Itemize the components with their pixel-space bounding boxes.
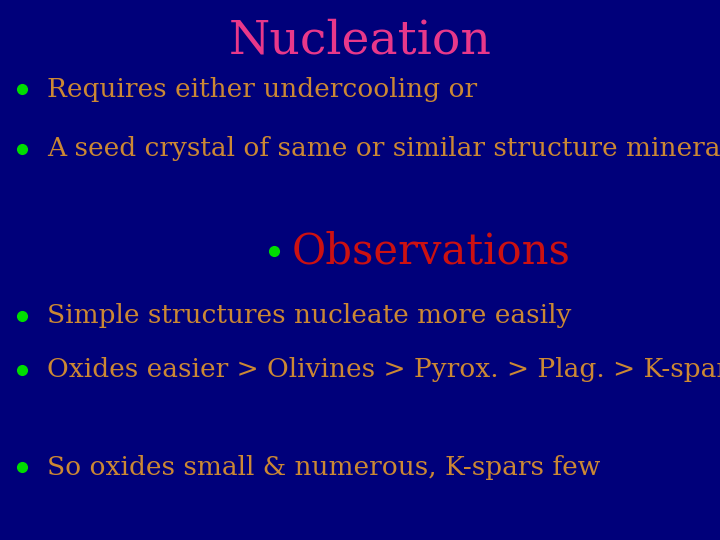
Text: Observations: Observations: [292, 230, 570, 272]
Text: So oxides small & numerous, K-spars few: So oxides small & numerous, K-spars few: [47, 455, 600, 480]
Text: Requires either undercooling or: Requires either undercooling or: [47, 77, 477, 102]
Text: Oxides easier > Olivines > Pyrox. > Plag. > K-spars: Oxides easier > Olivines > Pyrox. > Plag…: [47, 357, 720, 382]
Text: Nucleation: Nucleation: [228, 18, 492, 63]
Text: Simple structures nucleate more easily: Simple structures nucleate more easily: [47, 303, 571, 328]
Text: A seed crystal of same or similar structure mineral: A seed crystal of same or similar struct…: [47, 136, 720, 161]
